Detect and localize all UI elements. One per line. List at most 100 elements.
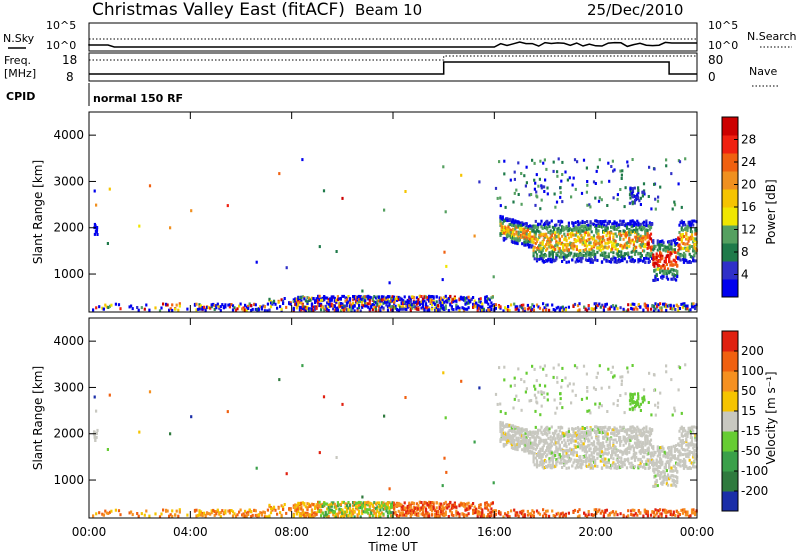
scatter-cell bbox=[525, 181, 528, 185]
scatter-cell bbox=[685, 237, 688, 241]
scatter-cell bbox=[613, 225, 616, 229]
scatter-cell bbox=[555, 512, 558, 516]
scatter-cell bbox=[543, 158, 546, 162]
scatter-cell bbox=[567, 224, 570, 228]
scatter-cell bbox=[576, 160, 579, 164]
scatter-cell bbox=[557, 241, 560, 245]
scatter-cell bbox=[424, 305, 428, 309]
scatter-cell bbox=[689, 227, 692, 231]
scatter-cell bbox=[367, 294, 370, 298]
scatter-cell bbox=[517, 239, 520, 243]
scatter-cell bbox=[605, 434, 608, 438]
scatter-cell bbox=[604, 457, 607, 461]
scatter-cell bbox=[564, 308, 567, 312]
scatter-cell bbox=[509, 228, 512, 232]
scatter-cell bbox=[411, 512, 414, 516]
scatter-cell bbox=[411, 509, 414, 513]
scatter-cell bbox=[320, 299, 323, 302]
scatter-cell bbox=[660, 265, 663, 269]
scatter-cell bbox=[245, 305, 248, 309]
scatter-cell bbox=[332, 501, 335, 505]
scatter-cell bbox=[584, 437, 588, 441]
scatter-cell bbox=[444, 510, 447, 514]
scatter-cell bbox=[647, 253, 650, 257]
scatter-cell bbox=[405, 511, 408, 514]
scatter-cell bbox=[543, 450, 547, 454]
scatter-cell bbox=[583, 449, 586, 453]
scatter-cell bbox=[386, 300, 390, 304]
scatter-cell bbox=[592, 513, 595, 517]
scatter-cell bbox=[597, 199, 601, 203]
scatter-cell bbox=[453, 295, 456, 299]
scatter-cell bbox=[643, 226, 646, 229]
scatter-cell bbox=[564, 170, 567, 174]
scatter-cell bbox=[371, 514, 374, 518]
scatter-cell bbox=[431, 295, 434, 298]
scatter-cell bbox=[554, 309, 557, 312]
scatter-cell bbox=[633, 186, 636, 190]
scatter-cell bbox=[565, 466, 568, 470]
scatter-cell bbox=[356, 307, 359, 311]
scatter-cell bbox=[453, 297, 456, 301]
scatter-cell bbox=[619, 259, 622, 263]
scatter-cell bbox=[300, 505, 303, 509]
scatter-cell bbox=[391, 505, 394, 509]
scatter-cell bbox=[529, 238, 532, 242]
scatter-cell bbox=[535, 173, 538, 177]
scatter-cell bbox=[531, 240, 534, 244]
scatter-cell bbox=[607, 451, 610, 455]
scatter-cell bbox=[613, 513, 616, 517]
scatter-cell bbox=[358, 500, 361, 504]
scatter-cell bbox=[554, 258, 557, 262]
scatter-cell bbox=[327, 302, 330, 306]
scatter-cell bbox=[684, 304, 687, 308]
scatter-cell bbox=[318, 304, 321, 308]
scatter-cell bbox=[630, 513, 633, 516]
scatter-cell bbox=[687, 249, 690, 253]
scatter-cell bbox=[244, 308, 247, 312]
scatter-cell bbox=[494, 186, 498, 190]
scatter-cell bbox=[523, 515, 526, 518]
scatter-cell bbox=[654, 245, 657, 248]
scatter-cell bbox=[358, 300, 361, 304]
scatter-cell bbox=[224, 509, 227, 513]
scatter-cell bbox=[578, 428, 581, 432]
scatter-cell bbox=[206, 306, 209, 309]
scatter-cell bbox=[304, 309, 307, 313]
scatter-cell bbox=[584, 252, 588, 256]
scatter-cell bbox=[549, 452, 552, 456]
scatter-cell bbox=[263, 515, 266, 519]
scatter-cell bbox=[570, 232, 573, 236]
scatter-cell bbox=[580, 440, 583, 444]
scatter-cell bbox=[409, 297, 412, 301]
scatter-cell bbox=[694, 228, 697, 231]
scatter-cell bbox=[160, 512, 163, 516]
scatter-cell bbox=[382, 306, 385, 310]
scatter-cell bbox=[668, 256, 671, 260]
scatter-cell bbox=[519, 227, 523, 231]
scatter-cell bbox=[532, 514, 535, 518]
scatter-cell bbox=[583, 430, 586, 434]
scatter-cell bbox=[307, 296, 311, 300]
scatter-cell bbox=[584, 513, 587, 517]
scatter-cell bbox=[374, 512, 377, 516]
scatter-cell bbox=[563, 454, 566, 458]
scatter-cell bbox=[516, 448, 519, 452]
scatter-cell bbox=[564, 441, 567, 445]
scatter-cell bbox=[511, 433, 515, 437]
scatter-cell bbox=[683, 508, 686, 512]
scatter-cell bbox=[523, 234, 526, 237]
scatter-cell bbox=[563, 252, 566, 256]
scatter-cell bbox=[562, 251, 565, 255]
scatter-cell bbox=[672, 307, 675, 310]
scatter-cell bbox=[532, 228, 535, 232]
scatter-cell bbox=[482, 513, 485, 517]
scatter-cell bbox=[533, 463, 536, 467]
scatter-cell bbox=[596, 241, 599, 245]
scatter-cell bbox=[682, 257, 686, 261]
scatter-cell bbox=[635, 222, 638, 226]
scatter-cell bbox=[210, 509, 213, 513]
scatter-cell bbox=[408, 501, 411, 505]
